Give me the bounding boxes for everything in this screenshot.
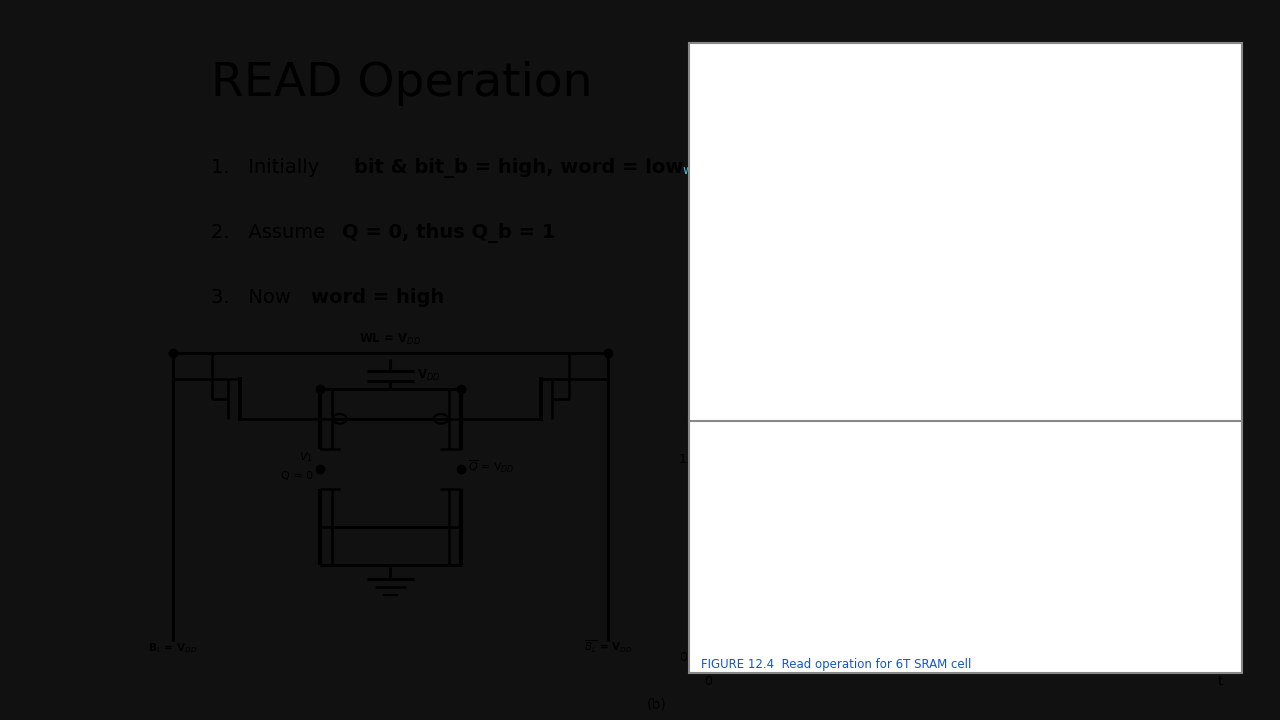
Q bbox=[1006, 646, 1021, 654]
Q_b bbox=[943, 644, 959, 652]
bit bbox=[1199, 648, 1215, 657]
Q bbox=[978, 639, 993, 647]
Text: A$_1$: A$_1$ bbox=[804, 153, 819, 168]
Text: Q_b: Q_b bbox=[954, 442, 978, 455]
bit bbox=[946, 611, 961, 620]
Line: bit_b: bit_b bbox=[708, 458, 1220, 462]
word bbox=[1212, 454, 1228, 462]
Text: bit & bit_b = high, word = low: bit & bit_b = high, word = low bbox=[353, 158, 684, 179]
Q_b bbox=[700, 454, 716, 462]
Circle shape bbox=[859, 531, 946, 564]
Q_b bbox=[977, 647, 992, 656]
Text: word: word bbox=[836, 587, 867, 600]
Q bbox=[945, 629, 960, 638]
Text: 1.   Initially: 1. Initially bbox=[210, 158, 325, 177]
Text: word: word bbox=[682, 163, 713, 176]
Text: Q = 0, thus Q_b = 1: Q = 0, thus Q_b = 1 bbox=[342, 223, 556, 243]
bit_b bbox=[1199, 458, 1215, 467]
word bbox=[943, 454, 959, 462]
bit bbox=[977, 634, 992, 642]
Text: Q = 0: Q = 0 bbox=[280, 471, 312, 481]
Text: D$_1$: D$_1$ bbox=[881, 292, 897, 307]
Text: V$_{DD}$: V$_{DD}$ bbox=[417, 368, 440, 383]
bit bbox=[700, 454, 716, 462]
bit_b bbox=[700, 454, 716, 462]
Q bbox=[931, 628, 946, 636]
Q_b bbox=[1199, 648, 1215, 657]
Q_b bbox=[1005, 647, 1020, 656]
Line: word: word bbox=[708, 458, 1220, 656]
bit_b bbox=[1212, 458, 1228, 467]
Text: WL = V$_{DD}$: WL = V$_{DD}$ bbox=[360, 332, 421, 347]
Text: 3.   Now: 3. Now bbox=[210, 288, 297, 307]
bit_b bbox=[977, 458, 992, 467]
bit_b bbox=[943, 458, 959, 467]
word bbox=[1120, 454, 1135, 462]
Text: V$_1$: V$_1$ bbox=[298, 450, 312, 464]
Q_b bbox=[1120, 648, 1135, 657]
Text: bit: bit bbox=[1056, 557, 1073, 570]
Q bbox=[947, 630, 963, 639]
Text: FIGURE 12.4  Read operation for 6T SRAM cell: FIGURE 12.4 Read operation for 6T SRAM c… bbox=[701, 658, 972, 671]
Text: word = high: word = high bbox=[311, 288, 444, 307]
word bbox=[1199, 454, 1215, 462]
Text: bit_b: bit_b bbox=[1082, 442, 1112, 455]
Text: (b): (b) bbox=[646, 698, 666, 712]
bit_b bbox=[946, 458, 961, 467]
bit bbox=[1005, 642, 1020, 651]
bit bbox=[943, 608, 959, 616]
Text: (a): (a) bbox=[858, 116, 877, 130]
Text: bit: bit bbox=[805, 71, 823, 85]
Text: B$_L$ = V$_{DD}$: B$_L$ = V$_{DD}$ bbox=[148, 641, 197, 654]
bit bbox=[1120, 648, 1135, 657]
Line: Q: Q bbox=[708, 632, 1220, 656]
bit bbox=[1212, 648, 1228, 657]
Q bbox=[1212, 652, 1228, 660]
Text: READ Operation: READ Operation bbox=[210, 61, 593, 107]
Line: Q_b: Q_b bbox=[708, 458, 1220, 652]
Q bbox=[1201, 652, 1216, 660]
Text: $\overline{Q}$ = V$_{DD}$: $\overline{Q}$ = V$_{DD}$ bbox=[468, 459, 515, 475]
bit_b bbox=[1005, 458, 1020, 467]
word bbox=[700, 652, 716, 660]
Line: bit: bit bbox=[708, 458, 1220, 652]
word bbox=[946, 454, 961, 462]
Text: $\overline{B_L}$ = V$_{DD}$: $\overline{B_L}$ = V$_{DD}$ bbox=[584, 638, 632, 654]
Text: 2.   Assume: 2. Assume bbox=[210, 223, 332, 242]
Text: Q: Q bbox=[954, 613, 964, 626]
Q bbox=[1121, 652, 1137, 660]
Text: Q: Q bbox=[884, 231, 895, 244]
Text: D$_2$: D$_2$ bbox=[1029, 292, 1046, 307]
word bbox=[1005, 454, 1020, 462]
Text: P$_2$: P$_2$ bbox=[1029, 157, 1044, 172]
word bbox=[977, 454, 992, 462]
Text: bit_b: bit_b bbox=[1094, 71, 1129, 85]
Text: P$_1$: P$_1$ bbox=[882, 157, 897, 172]
Q bbox=[700, 652, 716, 660]
Text: Q_b: Q_b bbox=[1032, 231, 1056, 244]
Text: A$_2$: A$_2$ bbox=[1107, 153, 1121, 168]
Q_b bbox=[1212, 648, 1228, 657]
Q_b bbox=[946, 644, 961, 653]
bit_b bbox=[1120, 458, 1135, 467]
